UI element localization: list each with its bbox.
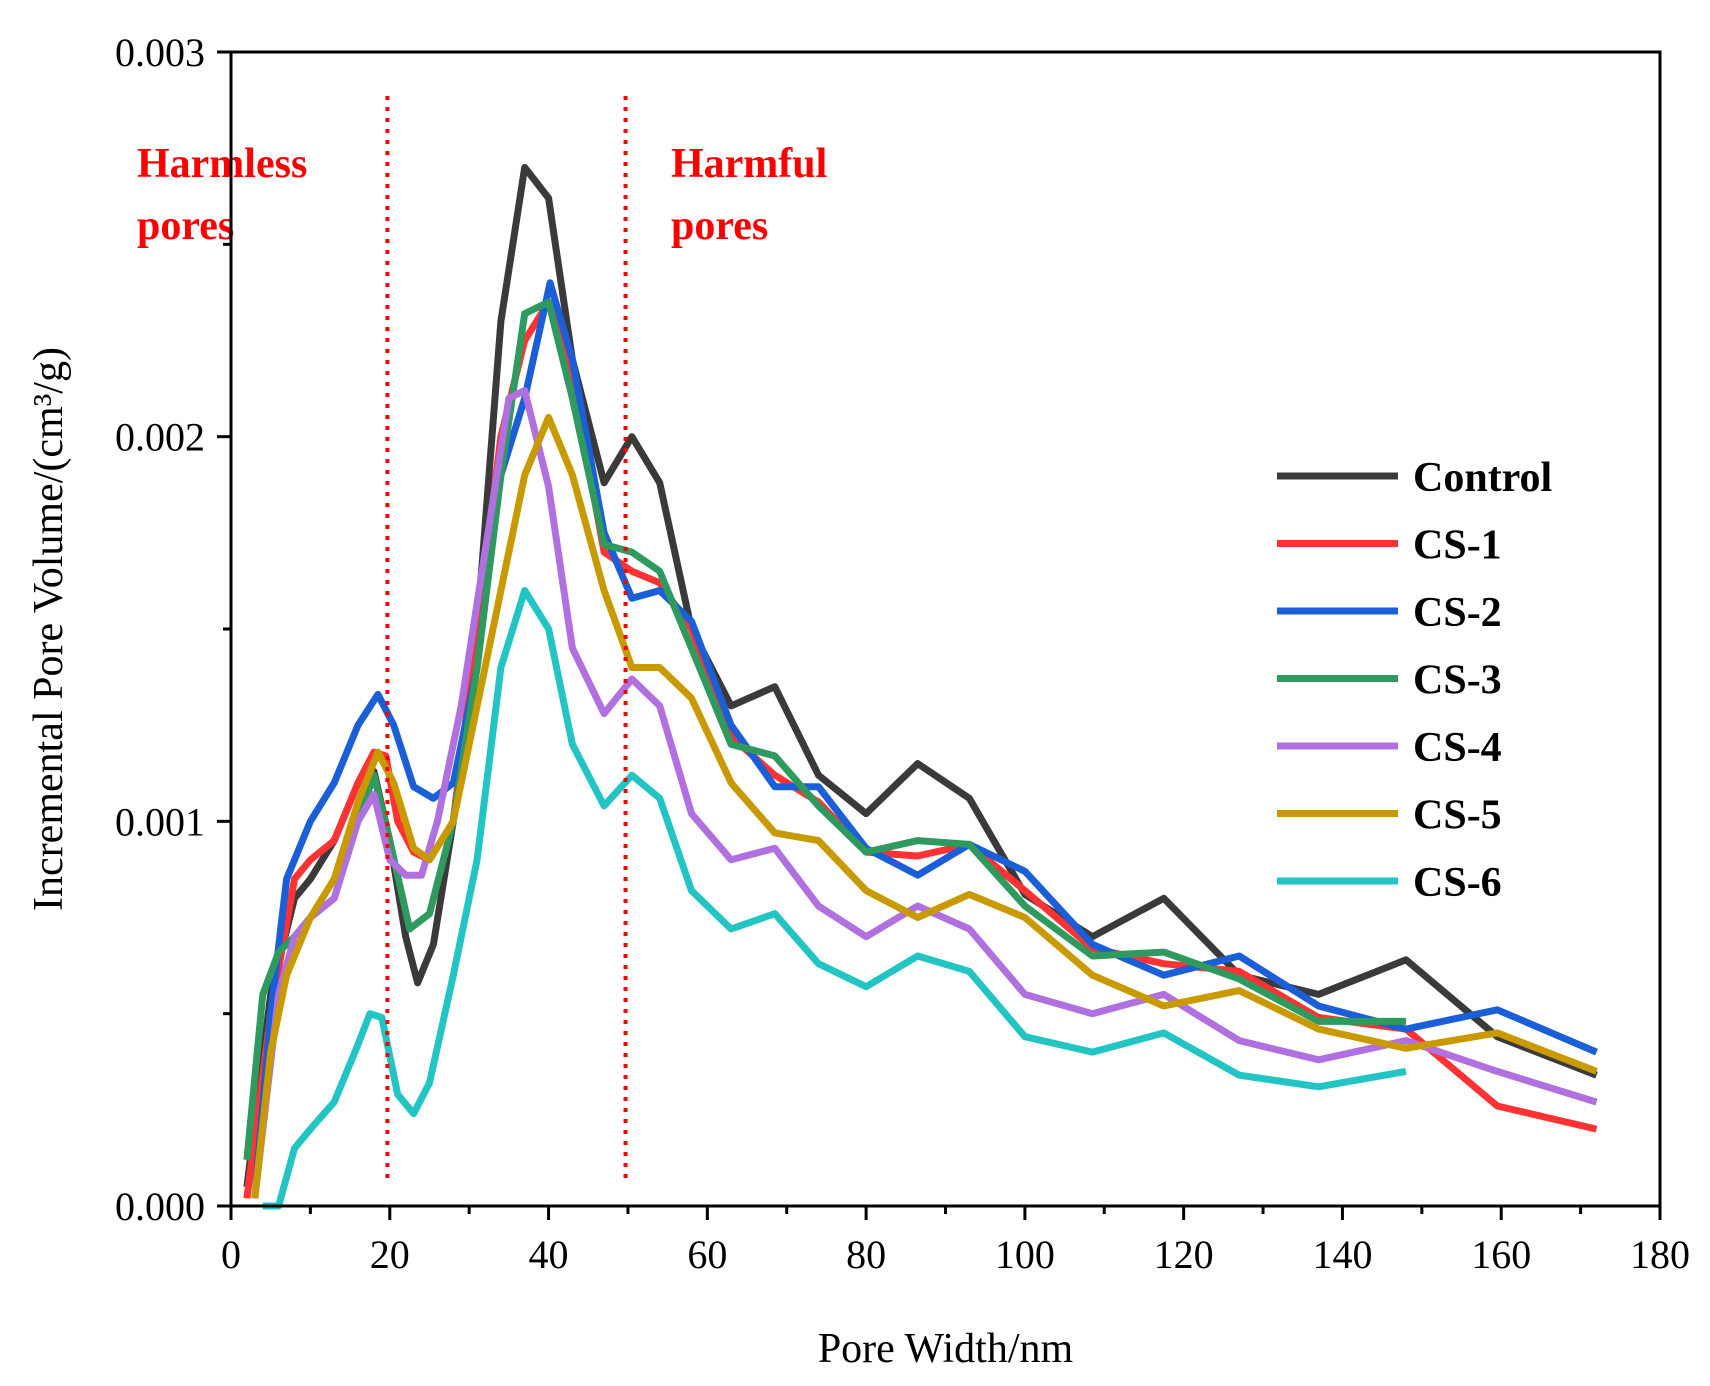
y-axis-title: Incremental Pore Volume/(cm³/g) <box>26 347 72 911</box>
region-dividers <box>385 96 628 1180</box>
region-label: pores <box>671 203 768 249</box>
y-tick-label: 0.003 <box>115 30 205 75</box>
legend-label: CS-3 <box>1413 658 1502 704</box>
region-label: Harmful <box>671 141 827 187</box>
x-tick-label: 120 <box>1154 1232 1214 1277</box>
legend-label: CS-5 <box>1413 793 1502 839</box>
series-line-cs-4 <box>251 387 1598 1199</box>
x-axis-ticks: 0 20 40 60 80 100 120 140 160 180 <box>221 1206 1690 1277</box>
x-tick-label: 40 <box>529 1232 569 1277</box>
legend-label: CS-4 <box>1413 725 1502 771</box>
x-tick-label: 20 <box>370 1232 410 1277</box>
series-line-cs-5 <box>251 413 1598 1199</box>
x-tick-label: 60 <box>687 1232 727 1277</box>
series-line-cs-6 <box>262 587 1407 1210</box>
region-label: pores <box>137 203 234 249</box>
x-tick-label: 100 <box>995 1232 1055 1277</box>
region-label: Harmless <box>137 141 307 187</box>
y-tick-label: 0.000 <box>115 1184 205 1229</box>
x-tick-label: 80 <box>846 1232 886 1277</box>
legend-label: CS-2 <box>1413 590 1502 636</box>
legend-label: CS-1 <box>1413 523 1502 569</box>
x-axis-title: Pore Width/nm <box>818 1326 1074 1372</box>
region-labels: Harmless pores Harmful pores <box>137 141 827 249</box>
y-axis-ticks: 0.000 0.001 0.002 0.003 <box>115 30 231 1229</box>
x-tick-label: 0 <box>221 1232 241 1277</box>
legend: Control CS-1 CS-2 CS-3 CS-4 CS-5 CS-6 <box>1277 455 1552 906</box>
series-line-cs-2 <box>251 279 1598 1199</box>
x-tick-label: 140 <box>1312 1232 1372 1277</box>
series-line-cs-3 <box>243 298 1406 1161</box>
legend-label: Control <box>1413 455 1552 501</box>
y-tick-label: 0.001 <box>115 799 205 844</box>
y-tick-label: 0.002 <box>115 415 205 460</box>
x-tick-label: 180 <box>1630 1232 1690 1277</box>
x-tick-label: 160 <box>1471 1232 1531 1277</box>
series-lines <box>243 163 1598 1210</box>
legend-label: CS-6 <box>1413 860 1502 906</box>
